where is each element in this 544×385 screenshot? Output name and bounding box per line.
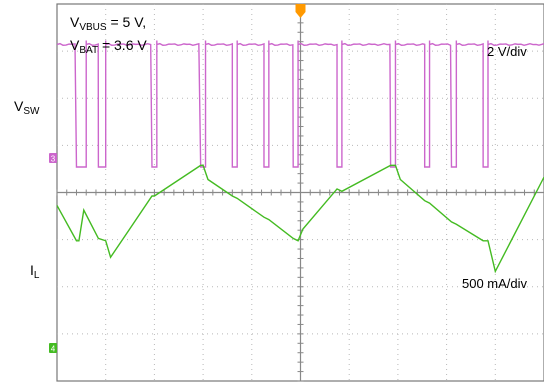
vbus-condition: VVBUS = 5 V,	[70, 14, 147, 33]
ch3-marker-text: 3	[51, 155, 56, 164]
channel-markers: 34	[49, 4, 306, 354]
trigger-arrow-icon	[295, 4, 306, 18]
il-channel-label: IL	[30, 262, 40, 281]
il-trace	[56, 164, 544, 274]
il-scale-label: 500 mA/div	[462, 276, 528, 291]
ch3-marker	[49, 153, 57, 163]
ch4-marker-text: 4	[51, 345, 56, 354]
ch4-marker	[49, 343, 57, 353]
scope-grid	[56, 3, 544, 382]
vsw-trace	[56, 40, 544, 168]
vsw-scale-label: 2 V/div	[487, 44, 527, 59]
vsw-channel-label: VSW	[14, 98, 40, 117]
vsw-trace-line	[56, 40, 544, 168]
vbat-condition: VBAT = 3.6 V	[70, 37, 147, 56]
il-trace-line	[56, 164, 544, 274]
